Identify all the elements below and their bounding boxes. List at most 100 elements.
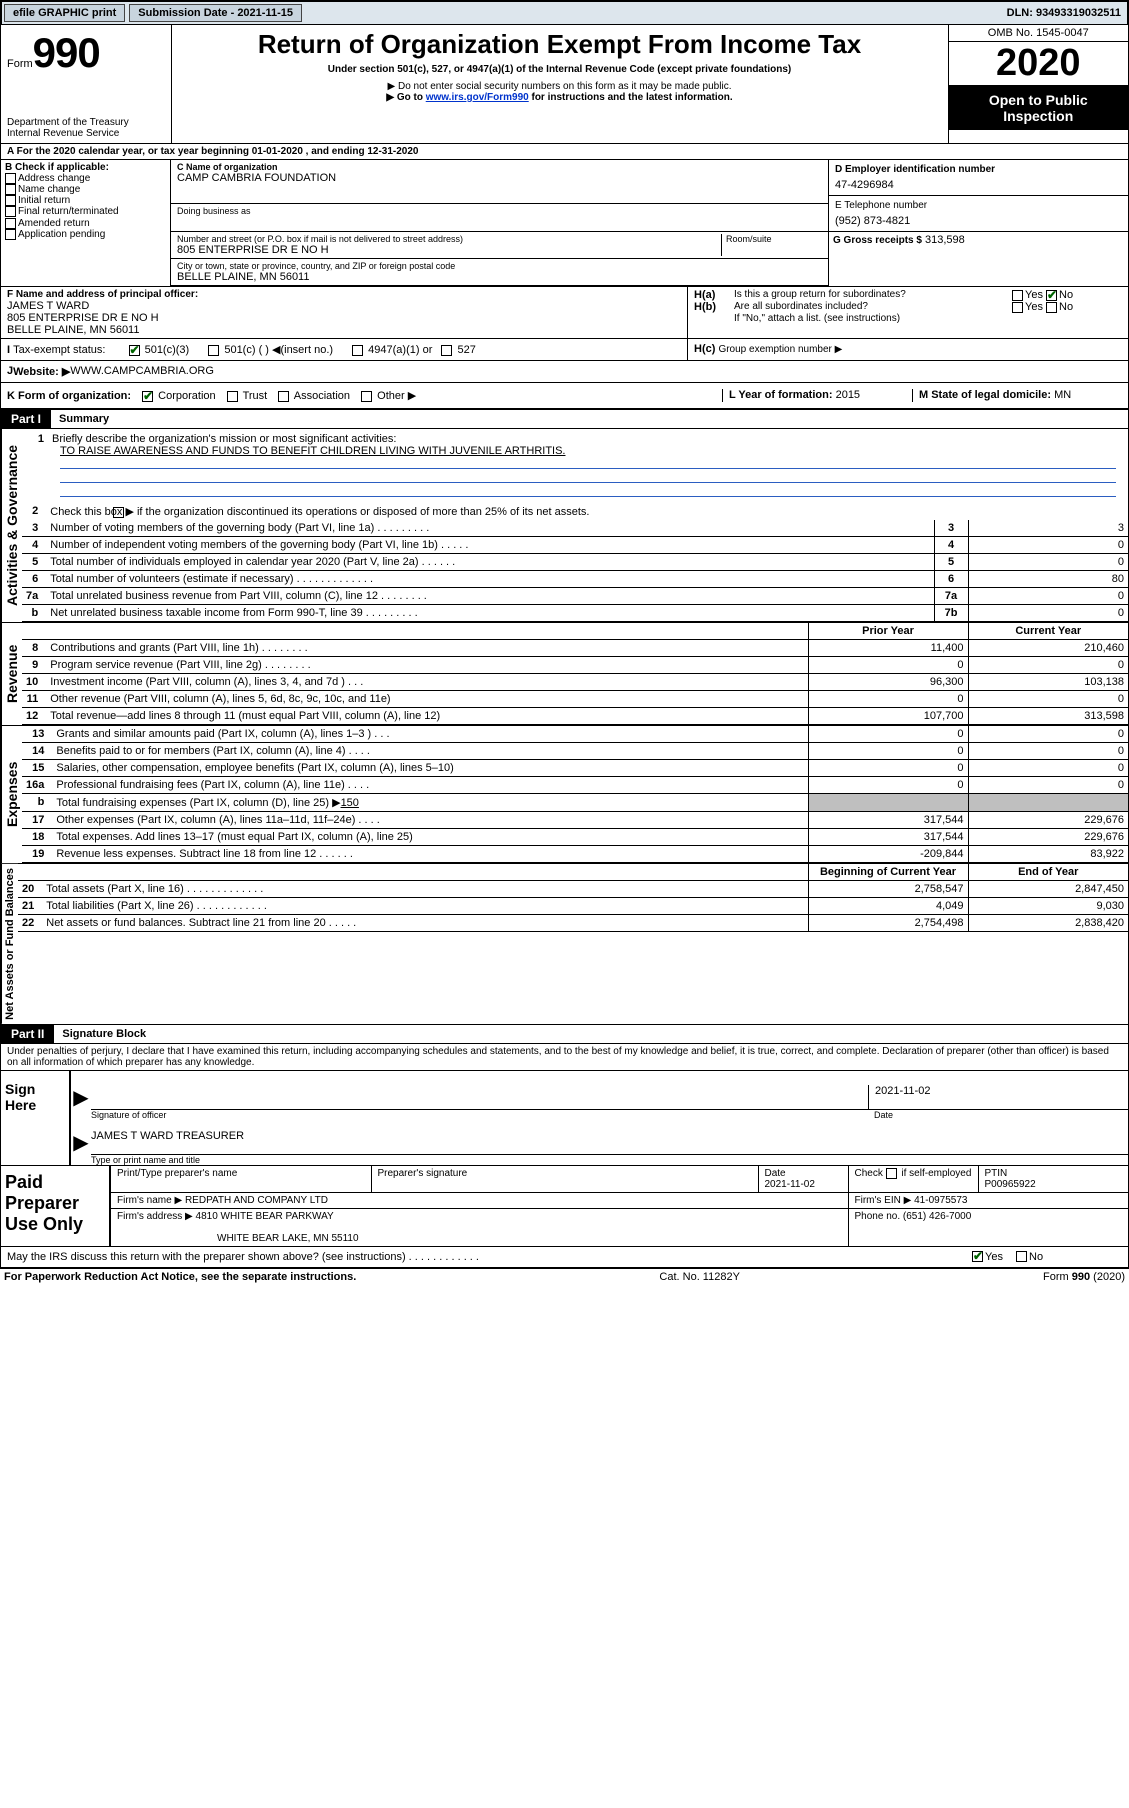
line-18-label: Total expenses. Add lines 13–17 (must eq… bbox=[52, 829, 808, 846]
line-7b-label: Net unrelated business taxable income fr… bbox=[46, 605, 934, 622]
paid-preparer-label: Paid Preparer Use Only bbox=[1, 1166, 111, 1246]
part-1-title: Summary bbox=[59, 413, 109, 425]
footer-mid: Cat. No. 11282Y bbox=[659, 1271, 740, 1283]
hb-note: If "No," attach a list. (see instruction… bbox=[694, 313, 1122, 324]
city-label: City or town, state or province, country… bbox=[177, 261, 822, 271]
line-18-current: 229,676 bbox=[968, 829, 1128, 846]
firm-ein: 41-0975573 bbox=[914, 1195, 967, 1206]
line-13-prior: 0 bbox=[808, 726, 968, 743]
checkbox-initial-return[interactable] bbox=[5, 195, 16, 206]
checkbox-hb-yes[interactable] bbox=[1012, 302, 1023, 313]
checkbox-line-2[interactable] bbox=[113, 507, 124, 518]
line-8-label: Contributions and grants (Part VIII, lin… bbox=[46, 640, 808, 657]
line-9-label: Program service revenue (Part VIII, line… bbox=[46, 657, 808, 674]
ha-label: Is this a group return for subordinates? bbox=[734, 289, 1012, 301]
line-8-current: 210,460 bbox=[968, 640, 1128, 657]
room-suite-label: Room/suite bbox=[726, 234, 822, 244]
form-number: 990 bbox=[33, 29, 100, 76]
checkbox-501c[interactable] bbox=[208, 345, 219, 356]
c-name-label: C Name of organization bbox=[177, 162, 822, 172]
section-d-e-g: D Employer identification number 47-4296… bbox=[828, 160, 1128, 286]
checkbox-trust[interactable] bbox=[227, 391, 238, 402]
line-13-current: 0 bbox=[968, 726, 1128, 743]
checkbox-application-pending[interactable] bbox=[5, 229, 16, 240]
line-1-label: Briefly describe the organization's miss… bbox=[52, 433, 396, 445]
date-label: Date bbox=[868, 1110, 1128, 1120]
officer-name-title: JAMES T WARD TREASURER bbox=[91, 1130, 1128, 1155]
checkbox-501c3[interactable] bbox=[129, 345, 140, 356]
goto-note: ▶ Go to www.irs.gov/Form990 for instruct… bbox=[182, 92, 938, 103]
sidetab-net-assets: Net Assets or Fund Balances bbox=[1, 864, 18, 1024]
b-item-2: Initial return bbox=[18, 195, 70, 206]
ssn-note: ▶ Do not enter social security numbers o… bbox=[182, 81, 938, 92]
website-value: WWW.CAMPCAMBRIA.ORG bbox=[70, 365, 214, 378]
part-1-label: Part I bbox=[1, 410, 51, 428]
firm-name: REDPATH AND COMPANY LTD bbox=[185, 1195, 328, 1206]
phone-label: Phone no. bbox=[855, 1211, 901, 1222]
line-5-value: 0 bbox=[968, 554, 1128, 571]
firm-addr1: 4810 WHITE BEAR PARKWAY bbox=[196, 1211, 334, 1222]
perjury-statement: Under penalties of perjury, I declare th… bbox=[1, 1044, 1128, 1070]
checkbox-hb-no[interactable] bbox=[1046, 302, 1057, 313]
section-a-tax-year: A For the 2020 calendar year, or tax yea… bbox=[1, 143, 1128, 159]
line-22-label: Net assets or fund balances. Subtract li… bbox=[42, 915, 808, 932]
hb-label: Are all subordinates included? bbox=[734, 301, 1012, 313]
line-15-prior: 0 bbox=[808, 760, 968, 777]
checkbox-ha-yes[interactable] bbox=[1012, 290, 1023, 301]
section-h: H(a) Is this a group return for subordin… bbox=[688, 287, 1128, 338]
prep-c3-label: Date bbox=[765, 1168, 786, 1179]
discuss-no: No bbox=[1029, 1251, 1043, 1263]
k-other: Other ▶ bbox=[377, 390, 416, 402]
checkbox-final-return[interactable] bbox=[5, 206, 16, 217]
checkbox-self-employed[interactable] bbox=[886, 1168, 897, 1179]
e-phone-label: E Telephone number bbox=[835, 200, 1122, 211]
street-address: 805 ENTERPRISE DR E NO H bbox=[177, 244, 717, 256]
checkbox-4947[interactable] bbox=[352, 345, 363, 356]
line-4-label: Number of independent voting members of … bbox=[46, 537, 934, 554]
checkbox-association[interactable] bbox=[278, 391, 289, 402]
b-item-0: Address change bbox=[18, 173, 90, 184]
checkbox-address-change[interactable] bbox=[5, 173, 16, 184]
irs-form990-link[interactable]: www.irs.gov/Form990 bbox=[426, 92, 529, 103]
line-19-current: 83,922 bbox=[968, 846, 1128, 863]
g-gross-label: G Gross receipts $ bbox=[833, 235, 922, 246]
checkbox-amended-return[interactable] bbox=[5, 218, 16, 229]
form-identifier-cell: Form990 Department of the Treasury Inter… bbox=[1, 25, 171, 143]
checkbox-discuss-no[interactable] bbox=[1016, 1251, 1027, 1262]
e-phone-value: (952) 873-4821 bbox=[835, 215, 1122, 227]
goto-post: for instructions and the latest informat… bbox=[529, 92, 733, 103]
checkbox-527[interactable] bbox=[441, 345, 452, 356]
submission-date-button[interactable]: Submission Date - 2021-11-15 bbox=[129, 4, 302, 22]
line-20-prior: 2,758,547 bbox=[808, 881, 968, 898]
col-end-year: End of Year bbox=[968, 864, 1128, 881]
checkbox-discuss-yes[interactable] bbox=[972, 1251, 983, 1262]
line-13-label: Grants and similar amounts paid (Part IX… bbox=[52, 726, 808, 743]
line-20-current: 2,847,450 bbox=[968, 881, 1128, 898]
dln-label: DLN: 93493319032511 bbox=[1007, 7, 1127, 19]
prep-c1: Print/Type preparer's name bbox=[111, 1166, 371, 1193]
m-label: M State of legal domicile: bbox=[919, 389, 1051, 401]
section-k: K Form of organization: Corporation Trus… bbox=[7, 389, 722, 402]
city-state-zip: BELLE PLAINE, MN 56011 bbox=[177, 271, 822, 283]
checkbox-other[interactable] bbox=[361, 391, 372, 402]
form-word: Form bbox=[7, 58, 33, 70]
i-4947: 4947(a)(1) or bbox=[368, 344, 432, 356]
checkbox-ha-no[interactable] bbox=[1046, 290, 1057, 301]
prep-c1-label: Print/Type preparer's name bbox=[117, 1168, 237, 1179]
line-14-prior: 0 bbox=[808, 743, 968, 760]
k-label: K Form of organization: bbox=[7, 390, 131, 402]
efile-graphic-print-button[interactable]: efile GRAPHIC print bbox=[4, 4, 125, 22]
type-print-label: Type or print name and title bbox=[91, 1155, 200, 1165]
line-6-label: Total number of volunteers (estimate if … bbox=[46, 571, 934, 588]
part-2-label: Part II bbox=[1, 1025, 54, 1043]
part-2-title: Signature Block bbox=[62, 1028, 146, 1040]
checkbox-corporation[interactable] bbox=[142, 391, 153, 402]
checkbox-name-change[interactable] bbox=[5, 184, 16, 195]
col-beginning-year: Beginning of Current Year bbox=[808, 864, 968, 881]
b-item-1: Name change bbox=[18, 184, 80, 195]
officer-name: JAMES T WARD bbox=[7, 300, 681, 312]
line-11-prior: 0 bbox=[808, 691, 968, 708]
omb-number: OMB No. 1545-0047 bbox=[949, 25, 1129, 42]
line-14-label: Benefits paid to or for members (Part IX… bbox=[52, 743, 808, 760]
line-16a-prior: 0 bbox=[808, 777, 968, 794]
